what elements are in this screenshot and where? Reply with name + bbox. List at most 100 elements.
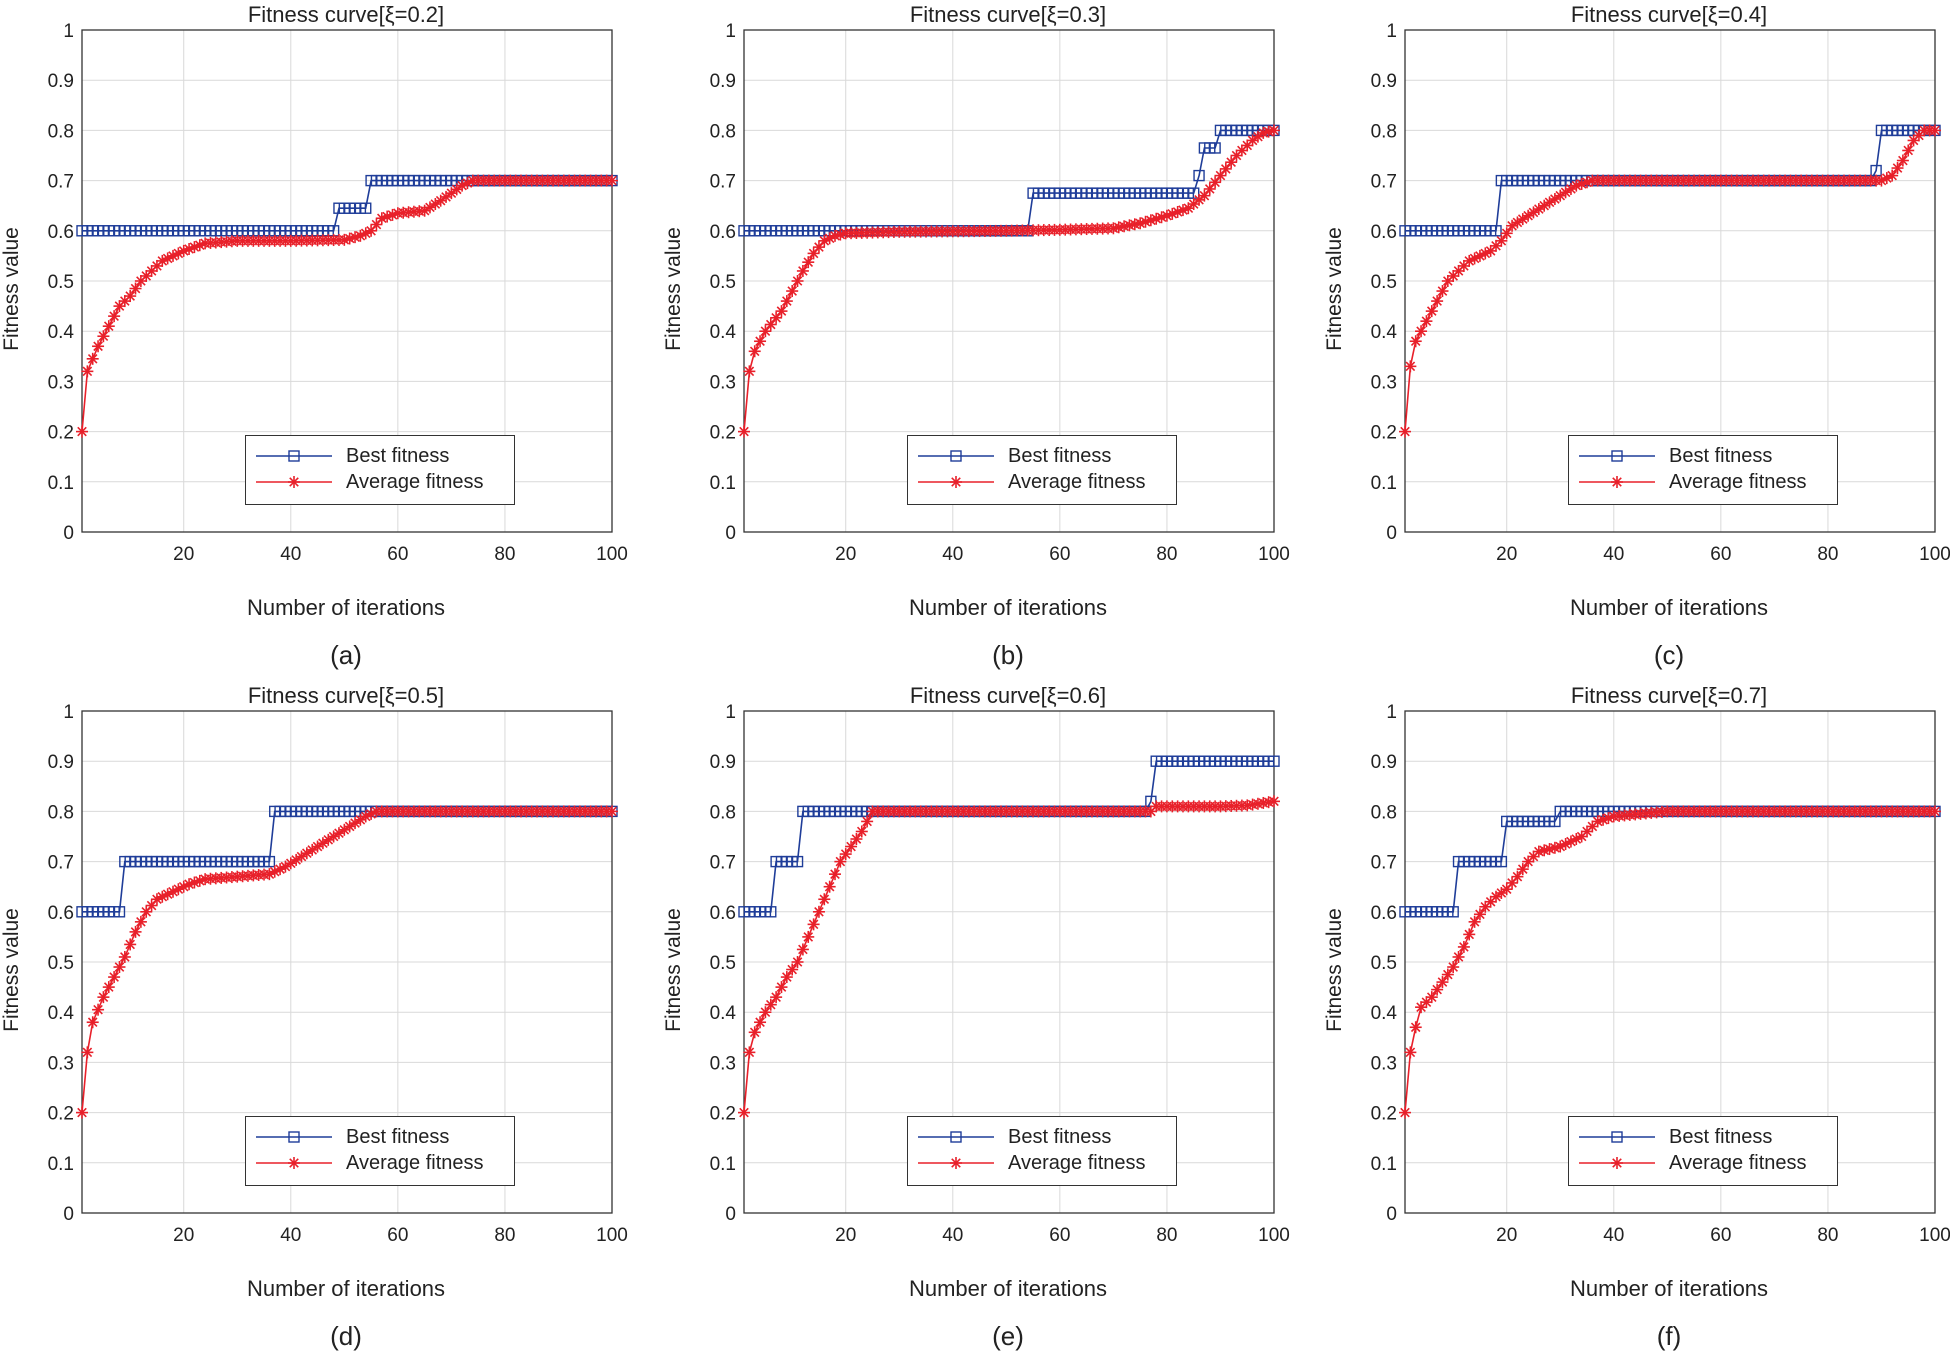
- legend-marker: [1611, 1131, 1623, 1143]
- data-marker: [1929, 124, 1941, 137]
- legend-swatch: [918, 1131, 994, 1143]
- y-tick-label: 0.1: [710, 1154, 736, 1175]
- legend-item: Best fitness: [246, 441, 514, 471]
- data-marker: [1399, 425, 1411, 438]
- data-marker: [764, 998, 777, 1011]
- data-marker: [1500, 227, 1513, 240]
- data-marker: [802, 930, 815, 943]
- legend-swatch: [918, 1157, 994, 1169]
- legend: Best fitness Average fitness: [245, 1116, 515, 1186]
- data-marker: [1198, 189, 1211, 202]
- data-marker: [1155, 211, 1168, 224]
- series-line: [744, 760, 1274, 913]
- data-marker: [743, 1046, 756, 1059]
- data-marker: [754, 1016, 767, 1029]
- data-marker: [1495, 855, 1508, 868]
- legend-marker: [950, 1157, 962, 1169]
- data-marker: [796, 264, 809, 277]
- data-marker: [1570, 179, 1583, 192]
- data-marker: [1484, 244, 1497, 257]
- data-marker: [834, 855, 847, 868]
- data-marker: [108, 310, 121, 323]
- x-tick-label: 60: [1049, 1225, 1070, 1246]
- data-marker: [791, 275, 804, 287]
- data-marker: [1431, 295, 1444, 308]
- data-marker: [780, 971, 793, 984]
- y-axis-label: Fitness value: [0, 227, 23, 351]
- data-marker: [1431, 983, 1444, 996]
- data-marker: [81, 1046, 94, 1059]
- data-marker: [1182, 202, 1195, 215]
- plot-area: 0 0.1 0.2 0.3 0.4 0.5 0.6 0.7 0.8 0.9 1 20 40 60 80 100: [48, 702, 628, 1246]
- x-tick-label: 60: [1049, 544, 1070, 565]
- data-marker: [134, 915, 147, 928]
- data-marker: [1268, 755, 1280, 767]
- data-marker: [263, 855, 276, 868]
- series-line: [81, 179, 612, 432]
- data-marker: [161, 252, 174, 265]
- data-marker: [1404, 360, 1417, 373]
- x-tick-label: 40: [280, 544, 301, 565]
- legend-label: Average fitness: [1008, 1152, 1146, 1174]
- legend-marker: [950, 450, 962, 462]
- chart-panel-d: 0 0.1 0.2 0.3 0.4 0.5 0.6 0.7 0.8 0.9 1 20 40 60 80 100…: [0, 683, 640, 1353]
- data-marker: [748, 1026, 761, 1039]
- series-line: [82, 179, 612, 232]
- data-marker: [796, 943, 809, 956]
- y-tick-label: 0: [1386, 1204, 1397, 1225]
- data-marker: [1187, 198, 1200, 211]
- y-tick-label: 0: [725, 1204, 736, 1225]
- x-axis-label: Number of iterations: [246, 1276, 446, 1301]
- x-tick-label: 40: [280, 1225, 301, 1246]
- x-tick-label: 20: [173, 1225, 194, 1246]
- y-tick-label: 0.9: [710, 752, 736, 773]
- y-tick-label: 0.8: [710, 802, 736, 823]
- chart-title: Fitness curve[ξ=0.2]: [247, 2, 445, 27]
- data-marker: [86, 1016, 99, 1029]
- legend-swatch: [256, 450, 332, 462]
- y-tick-label: 1: [1386, 702, 1397, 723]
- x-tick-label: 100: [1919, 1225, 1950, 1246]
- y-tick-label: 0.6: [710, 222, 736, 243]
- data-marker: [1404, 1046, 1417, 1059]
- legend-item: Average fitness: [246, 1148, 514, 1178]
- legend-label: Average fitness: [346, 471, 484, 493]
- y-tick-label: 0.4: [48, 1003, 75, 1024]
- x-tick-label: 40: [1603, 1225, 1624, 1246]
- y-tick-label: 0.3: [1371, 1053, 1397, 1074]
- legend-swatch: [256, 1157, 332, 1169]
- data-marker: [1235, 144, 1248, 157]
- series-line: [743, 800, 1275, 1113]
- y-tick-label: 0.6: [48, 222, 74, 243]
- data-marker: [1436, 285, 1449, 298]
- series-line: [744, 129, 1274, 232]
- y-tick-label: 0.8: [710, 121, 736, 142]
- data-marker: [807, 918, 820, 931]
- data-marker: [1268, 124, 1280, 137]
- x-tick-label: 40: [942, 544, 963, 565]
- data-marker: [1891, 162, 1904, 175]
- legend: Best fitness Average fitness: [907, 1116, 1177, 1186]
- legend-marker: [1611, 476, 1623, 488]
- data-marker: [1896, 154, 1909, 167]
- data-marker: [754, 335, 767, 348]
- data-marker: [322, 833, 335, 846]
- y-tick-label: 0.1: [710, 473, 736, 494]
- data-marker: [92, 1003, 105, 1016]
- legend-marker: [1611, 1157, 1623, 1169]
- chart-title: Fitness curve[ξ=0.7]: [1570, 683, 1768, 708]
- data-marker: [829, 868, 842, 881]
- data-marker: [1490, 225, 1502, 237]
- data-marker: [786, 285, 799, 298]
- legend-label: Best fitness: [346, 445, 450, 467]
- series-average-fitness: [1399, 124, 1941, 438]
- chart-panel-c: 0 0.1 0.2 0.3 0.4 0.5 0.6 0.7 0.8 0.9 1 20 40 60 80 100…: [1323, 2, 1950, 672]
- y-tick-label: 0.7: [710, 853, 736, 874]
- data-marker: [81, 365, 94, 378]
- y-tick-label: 0.9: [48, 71, 74, 92]
- data-marker: [102, 320, 115, 333]
- y-axis-label: Fitness value: [662, 227, 685, 351]
- y-tick-label: 0.4: [48, 322, 75, 343]
- data-marker: [92, 340, 105, 353]
- data-marker: [812, 905, 825, 918]
